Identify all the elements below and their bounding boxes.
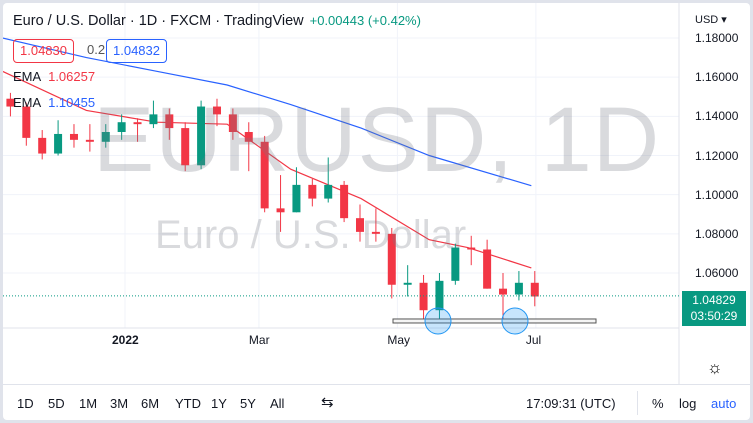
candle-body [149, 114, 158, 125]
candle-body [371, 231, 380, 234]
time-tick: Jul [525, 333, 542, 347]
percent-toggle[interactable]: % [652, 396, 664, 411]
title-text: Euro / U.S. Dollar · 1D · FXCM · Trading… [13, 13, 304, 29]
candle-body [467, 247, 476, 250]
candle-body [165, 114, 174, 129]
candle-body [101, 132, 110, 142]
candle-body [69, 133, 78, 140]
log-toggle[interactable]: log [679, 396, 697, 411]
candle-body [197, 106, 206, 166]
spread: 0.2 [87, 42, 106, 57]
support-rectangle [392, 318, 597, 324]
ema-legend-long[interactable]: EMA 1.10455 [13, 95, 96, 110]
range-button-1m[interactable]: 1M [79, 396, 98, 411]
candle-body [435, 280, 444, 311]
candle-body [419, 282, 428, 311]
price-tick: 1.16000 [695, 70, 739, 85]
auto-toggle[interactable]: auto [711, 396, 737, 411]
currency-selector[interactable]: USD ▾ [695, 14, 727, 26]
candle-body [483, 249, 492, 289]
candle-body [451, 247, 460, 281]
time-tick: Mar [248, 333, 270, 347]
candle-body [292, 184, 301, 213]
sell-price[interactable]: 1.04830 [13, 39, 74, 63]
candle-body [387, 233, 396, 285]
candle-body [340, 184, 349, 219]
range-button-1d[interactable]: 1D [17, 396, 34, 411]
double-bottom-circle [501, 307, 529, 335]
range-button-5d[interactable]: 5D [48, 396, 65, 411]
last-price-badge: 1.04829 03:50:29 [682, 291, 746, 326]
candle-body [133, 122, 142, 125]
candle-body [324, 184, 333, 199]
candle-body [181, 128, 190, 166]
candle-body [212, 106, 221, 115]
price-tick: 1.18000 [695, 31, 739, 45]
watermark-name: Euro / U.S. Dollar [155, 213, 467, 257]
candle-body [54, 133, 63, 154]
candle-body [356, 218, 364, 232]
price-tick: 1.10000 [695, 187, 739, 202]
double-bottom-circle [424, 307, 452, 335]
range-button-ytd[interactable]: YTD [175, 396, 201, 411]
watermark-symbol: EURUSD, 1D [93, 89, 661, 191]
symbol-title: Euro / U.S. Dollar · 1D · FXCM · Trading… [13, 13, 421, 29]
time-tick: 2022 [112, 333, 139, 347]
candle-body [403, 282, 412, 285]
range-button-5y[interactable]: 5Y [240, 396, 256, 411]
price-tick: 1.14000 [695, 109, 739, 124]
price-tick: 1.08000 [695, 226, 739, 241]
candle-body [38, 137, 47, 154]
date-range-icon[interactable]: ⇆ [321, 394, 334, 411]
chart-widget: EURUSD, 1D Euro / U.S. Dollar Euro / U.S… [3, 3, 750, 420]
price-tick: 1.06000 [695, 266, 739, 280]
candle-body [308, 184, 317, 199]
settings-gear-icon[interactable]: ☼ [707, 358, 723, 377]
price-chart[interactable] [3, 3, 750, 420]
candle-body [228, 114, 237, 132]
candle-body [85, 139, 94, 142]
range-button-6m[interactable]: 6M [141, 396, 160, 411]
candle-body [499, 288, 508, 295]
candle-body [22, 106, 31, 138]
candle-body [117, 122, 126, 132]
ema-long-line [3, 37, 532, 187]
candle-body [530, 282, 539, 297]
clock-time[interactable]: 17:09:31 (UTC) [526, 396, 616, 411]
time-tick: May [387, 333, 411, 347]
candle-body [514, 282, 523, 295]
buy-price[interactable]: 1.04832 [106, 39, 167, 63]
candle-body [260, 141, 269, 209]
price-tick: 1.12000 [695, 148, 739, 163]
candle-body [276, 208, 285, 213]
price-change: +0.00443 (+0.42%) [309, 13, 421, 28]
range-button-1y[interactable]: 1Y [211, 396, 227, 411]
candle-body [244, 132, 253, 142]
range-button-3m[interactable]: 3M [110, 396, 129, 411]
candle-body [6, 98, 15, 107]
ema-legend-short[interactable]: EMA 1.06257 [13, 69, 96, 84]
range-button-all[interactable]: All [270, 396, 285, 411]
